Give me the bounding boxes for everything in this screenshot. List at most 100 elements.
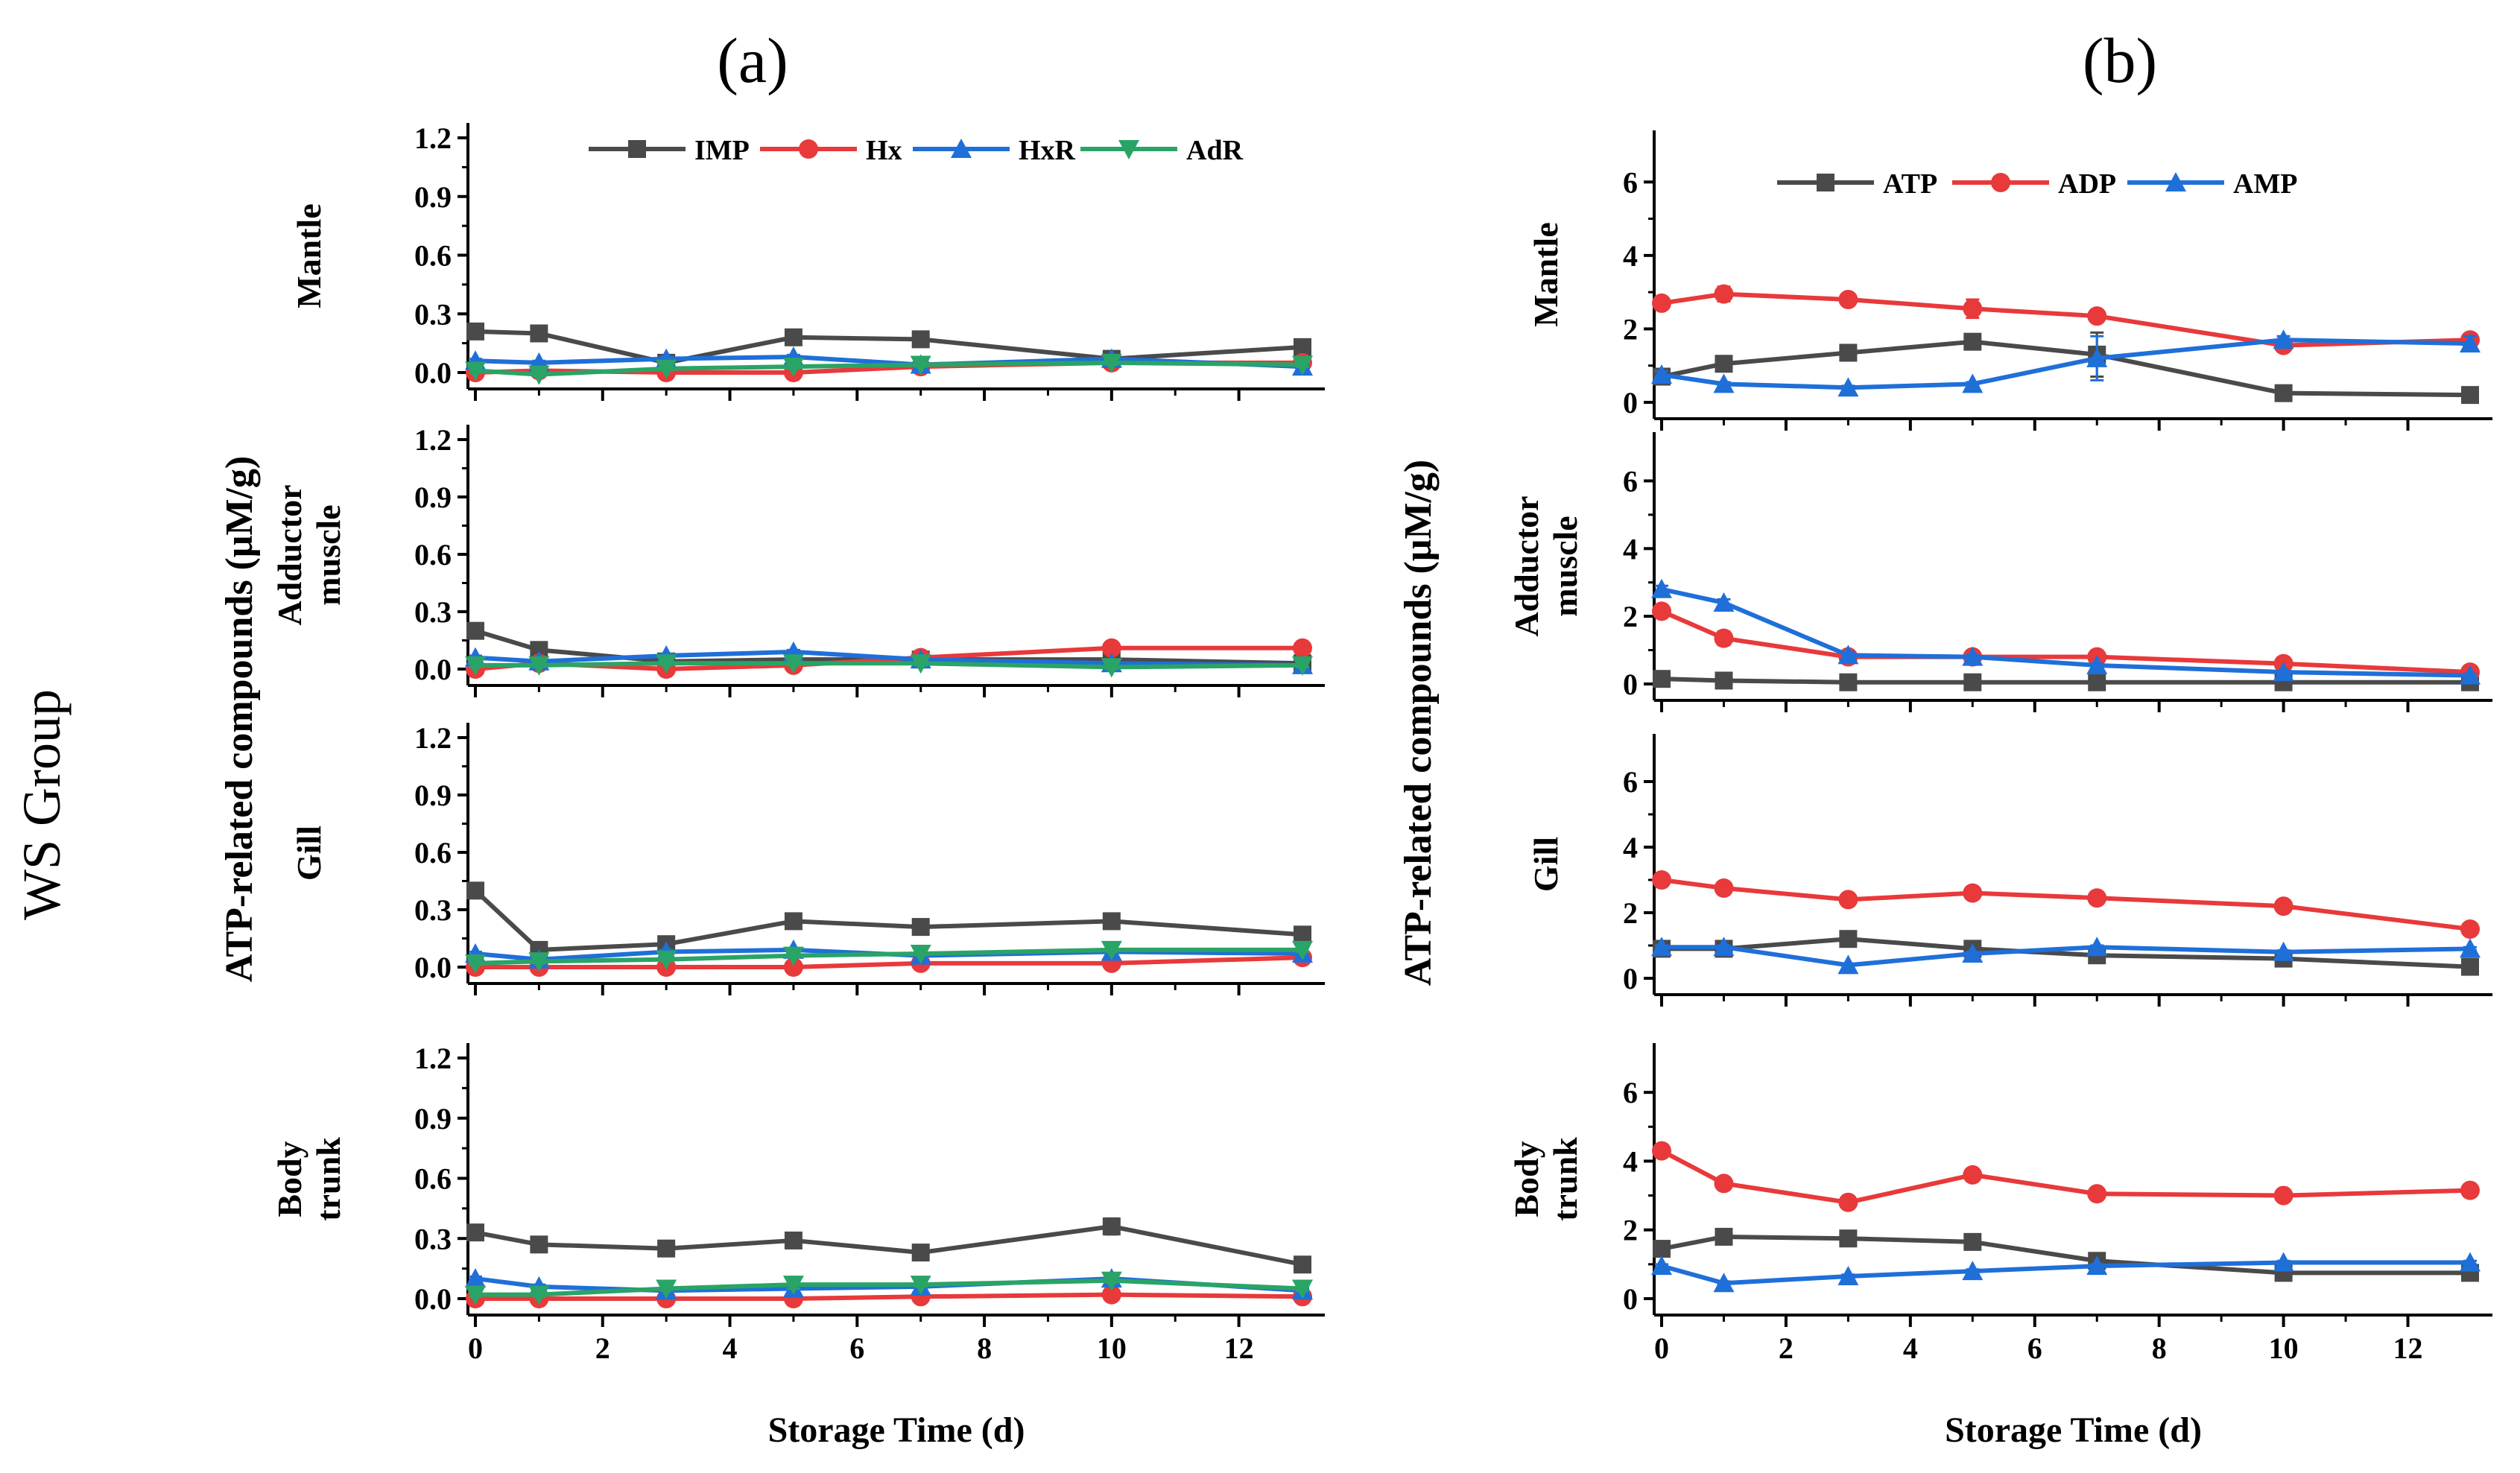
subplot-label-line2: trunk [309, 1137, 347, 1221]
subplot-label-line2: muscle [1546, 516, 1584, 616]
data-point-imp [784, 912, 802, 931]
data-point-adp [1963, 883, 1983, 903]
x-axis-label: Storage Time (d) [768, 1410, 1025, 1450]
y-tick-label: 0.3 [414, 595, 452, 629]
data-point-amp [2273, 662, 2294, 682]
y-tick-label: 0 [1623, 962, 1638, 995]
legend-marker-hx [799, 139, 818, 159]
y-tick-label: 4 [1623, 831, 1638, 864]
data-point-atp [2461, 386, 2479, 405]
data-point-adr [1292, 1279, 1313, 1299]
data-point-amp [2086, 937, 2108, 957]
data-point-adr [782, 358, 804, 378]
data-point-amp [1962, 1261, 1984, 1281]
data-point-amp [1837, 954, 1859, 975]
data-point-adp [1963, 1165, 1983, 1185]
legend-marker-adp [1991, 173, 2010, 192]
data-point-atp [1839, 343, 1858, 362]
x-tick-label: 0 [468, 1331, 483, 1365]
data-point-hx [1101, 638, 1121, 658]
data-point-imp [911, 1244, 930, 1262]
data-point-amp [2086, 347, 2108, 367]
data-point-atp [1715, 671, 1733, 690]
subplot-adductor-muscle: 0 2 4 6 Adductor muscle [1507, 432, 2492, 712]
data-point-adr [782, 946, 804, 966]
y-tick-label: 0.6 [414, 538, 452, 571]
data-point-amp [2460, 665, 2481, 685]
subplot-body-trunk: 0.0 0.3 0.6 0.9 1.2 0 2 4 6 8 10 12 Body trunk [270, 1042, 1325, 1365]
data-point-amp [1837, 377, 1859, 397]
y-axis-label: ATP-related compounds (μM/g) [218, 456, 261, 982]
data-point-adr [910, 355, 931, 376]
data-point-imp [466, 322, 484, 340]
x-tick-label: 4 [723, 1331, 738, 1365]
panel-a: (a) IMP Hx HxR AdR ATP-related compounds (μM/… [218, 25, 1325, 1450]
y-tick-label: 1.2 [414, 121, 452, 155]
data-point-imp [530, 1235, 548, 1254]
data-point-adp [1714, 628, 1734, 648]
y-tick-label: 0 [1623, 1282, 1638, 1316]
data-point-adr [1292, 656, 1313, 676]
data-point-adp [2273, 896, 2293, 916]
data-point-atp [1653, 670, 1671, 688]
x-tick-label: 2 [1779, 1331, 1794, 1365]
data-point-adr [656, 359, 677, 379]
subplot-label: Mantle [290, 203, 328, 308]
data-point-adp [1714, 1173, 1734, 1194]
data-point-adr [910, 1276, 931, 1296]
data-point-adr [1292, 355, 1313, 376]
y-tick-label: 2 [1623, 312, 1638, 346]
data-point-atp [1839, 673, 1858, 691]
data-point-adr [528, 656, 550, 676]
subplot-label-line1: Adductor [1507, 495, 1545, 636]
legend-marker-hxr [951, 139, 972, 158]
data-point-adr [1101, 658, 1122, 678]
data-point-amp [1651, 1255, 1672, 1276]
data-point-adr [528, 1285, 550, 1305]
data-point-atp [1963, 1232, 1982, 1251]
group-label: WS Group [12, 689, 72, 920]
y-tick-label: 2 [1623, 1214, 1638, 1247]
data-point-adp [1714, 284, 1734, 304]
series-line-amp [1661, 338, 2471, 390]
legend-label-adp: ADP [2058, 168, 2116, 200]
x-tick-label: 12 [1224, 1331, 1254, 1365]
data-point-adp [1963, 299, 1983, 319]
data-point-adp [1714, 878, 1734, 898]
x-tick-label: 0 [1654, 1331, 1669, 1365]
data-point-atp [1839, 1229, 1858, 1248]
legend-label-atp: ATP [1883, 168, 1937, 200]
x-tick-label: 6 [849, 1331, 864, 1365]
data-point-adr [782, 654, 804, 674]
panel-title: (a) [717, 25, 788, 96]
data-point-atp [1715, 355, 1733, 373]
data-point-adp [1838, 290, 1858, 309]
data-point-adp [2087, 888, 2107, 908]
subplot-label-line2: trunk [1546, 1137, 1584, 1221]
y-tick-label: 0.3 [414, 893, 452, 927]
legend-label-hx: Hx [866, 135, 902, 166]
data-point-atp [1963, 673, 1982, 691]
y-tick-label: 0.6 [414, 836, 452, 869]
x-tick-label: 6 [2027, 1331, 2042, 1365]
data-point-adr [1101, 353, 1122, 373]
data-point-hx [1293, 638, 1312, 658]
y-tick-label: 0.9 [414, 779, 452, 812]
x-tick-label: 10 [2269, 1331, 2299, 1365]
y-tick-label: 0.0 [414, 951, 452, 984]
data-point-adp [1652, 870, 1671, 890]
data-point-amp [1651, 578, 1672, 598]
x-tick-label: 12 [2393, 1331, 2423, 1365]
data-point-atp [1715, 1227, 1733, 1246]
y-tick-label: 0.9 [414, 180, 452, 214]
data-point-adr [910, 945, 931, 965]
data-point-amp [2273, 941, 2294, 961]
legend-marker-adr [1118, 140, 1139, 159]
data-point-imp [657, 1239, 676, 1258]
data-point-adp [2273, 1185, 2293, 1206]
y-tick-label: 0.0 [414, 653, 452, 686]
data-point-amp [1651, 364, 1672, 384]
data-point-adp [1838, 1192, 1858, 1212]
data-point-amp [1837, 1266, 1859, 1286]
data-point-amp [2460, 333, 2481, 353]
